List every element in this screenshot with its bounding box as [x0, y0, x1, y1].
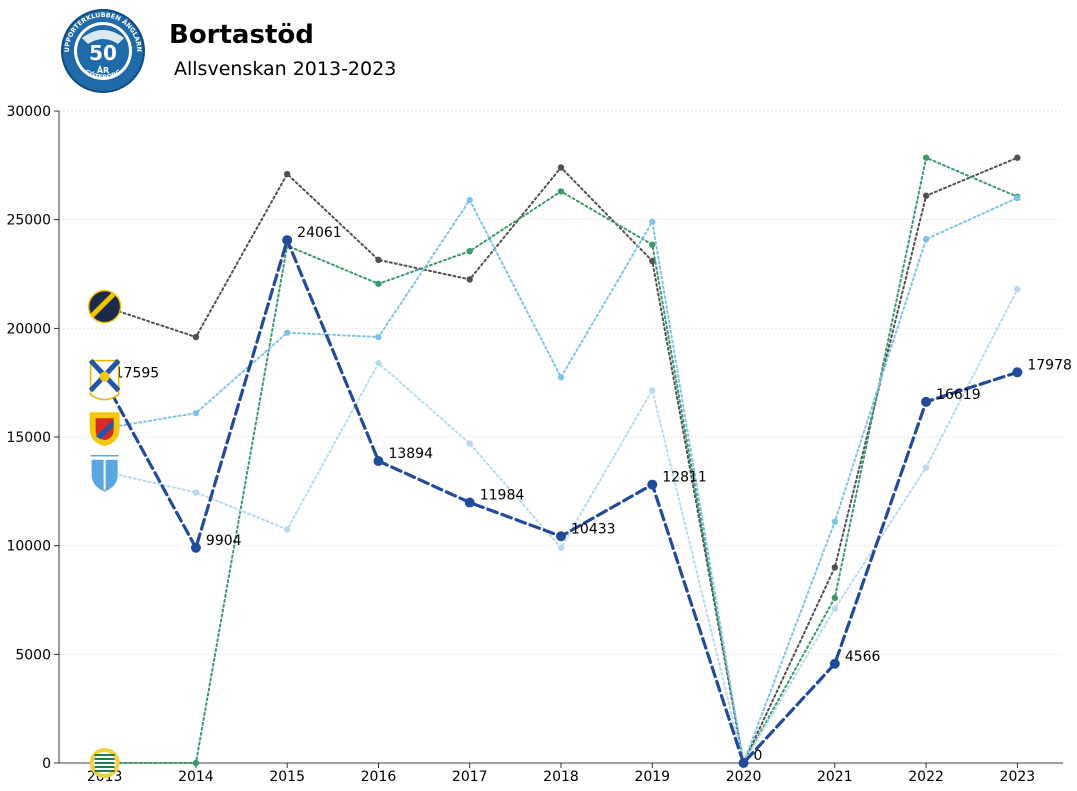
chart-title: Bortastöd: [169, 20, 314, 50]
data-point-malmo: [557, 544, 565, 552]
data-point-ifk-goteborg: [921, 396, 932, 407]
data-point-malmo: [466, 440, 473, 447]
y-tick-label: 20000: [6, 321, 51, 337]
logo-center-number: 50: [89, 41, 117, 65]
data-point-ifk-goteborg: [556, 531, 566, 542]
data-point-djurgarden: [283, 329, 291, 336]
series-line-aik: [103, 156, 1019, 767]
data-point-hammarby: [375, 280, 382, 287]
series-line-djurgarden: [103, 196, 1019, 767]
data-point-aik: [283, 170, 291, 178]
malmo-logo: [90, 455, 119, 492]
x-tick-label: 2023: [1000, 769, 1036, 785]
data-point-aik: [375, 256, 382, 264]
aik-logo: [87, 289, 122, 324]
data-point-hammarby: [466, 247, 473, 255]
data-label: 4566: [845, 649, 881, 665]
data-point-djurgarden: [557, 374, 565, 381]
data-point-ifk-goteborg: [282, 235, 293, 246]
x-tick-label: 2016: [361, 769, 397, 785]
data-point-hammarby: [922, 154, 930, 161]
y-tick-label: 30000: [6, 104, 51, 120]
y-tick-label: 15000: [6, 430, 51, 446]
y-tick-label: 5000: [15, 647, 51, 663]
supporter-club-logo: 50 ÅR SUPPORTERKLUBBEN ÄNGLARNA GÖTEBORG: [60, 8, 145, 93]
data-point-ifk-goteborg: [738, 758, 749, 768]
series-line-hammarby: [103, 156, 1019, 766]
data-point-ifk-goteborg: [829, 658, 840, 669]
djurgarden-logo-blue: [95, 420, 114, 440]
data-point-malmo: [922, 464, 930, 471]
x-tick-label: 2021: [817, 769, 853, 785]
data-point-ifk-goteborg: [647, 479, 658, 490]
x-tick-label: 2017: [452, 769, 488, 785]
data-point-malmo: [192, 489, 200, 496]
x-tick-label: 2014: [178, 769, 214, 785]
chart-subtitle: Allsvenskan 2013-2023: [174, 58, 397, 80]
data-labels-layer: 17595 9904 24061 13894 11984 10433 12811 0 4566 1…: [115, 225, 1072, 764]
x-tick-label: 2020: [726, 769, 762, 785]
data-point-ifk-goteborg: [464, 497, 475, 508]
data-label: 11984: [480, 488, 525, 504]
data-point-ifk-goteborg: [373, 456, 384, 467]
hammarby-logo: [89, 748, 120, 778]
series-line-malmo: [103, 288, 1019, 766]
data-label: 13894: [388, 446, 433, 462]
y-tick-label: 25000: [6, 213, 51, 229]
data-point-malmo: [831, 605, 839, 612]
data-point-aik: [466, 276, 473, 283]
axes: 0500010000150002000025000300002013201420…: [6, 104, 1063, 785]
x-tick-label: 2019: [634, 769, 670, 785]
data-point-hammarby: [649, 241, 656, 248]
data-label: 9904: [206, 533, 242, 549]
data-point-aik: [831, 564, 839, 571]
data-point-aik: [557, 164, 565, 171]
data-point-aik: [922, 192, 930, 199]
x-tick-label: 2022: [908, 769, 944, 785]
svg-text:GÖTEBORG: GÖTEBORG: [83, 68, 122, 81]
data-label: 12811: [662, 470, 707, 486]
data-point-djurgarden: [649, 218, 656, 226]
y-tick-label: 0: [42, 756, 51, 772]
data-point-malmo: [283, 526, 291, 533]
data-point-djurgarden: [922, 236, 930, 243]
data-point-djurgarden: [1014, 194, 1021, 202]
data-point-malmo: [649, 387, 656, 394]
data-point-malmo: [1014, 286, 1021, 293]
data-point-ifk-goteborg: [190, 542, 201, 553]
data-label: 0: [754, 748, 763, 764]
data-point-ifk-goteborg: [1012, 367, 1023, 378]
data-point-djurgarden: [466, 196, 473, 204]
data-point-djurgarden: [831, 518, 839, 525]
team-logos-layer: [87, 289, 122, 778]
series-layer: [103, 154, 1023, 768]
data-label: 24061: [297, 225, 342, 241]
ifk-goteborg-logo-lion: [99, 371, 110, 382]
data-label: 10433: [571, 521, 616, 537]
djurgarden-logo: [89, 412, 120, 447]
data-point-malmo: [375, 359, 382, 367]
data-point-hammarby: [192, 759, 200, 767]
data-label: 17595: [115, 366, 160, 382]
data-label: 16619: [936, 387, 981, 403]
logo-ring-text-bottom: GÖTEBORG: [83, 68, 122, 81]
aik-logo-ring: [87, 289, 122, 324]
aik-logo-stripe: [90, 292, 116, 318]
data-point-hammarby: [557, 188, 565, 195]
ifk-goteborg-logo: [88, 358, 121, 401]
x-tick-label: 2018: [543, 769, 579, 785]
data-point-aik: [1014, 154, 1021, 161]
y-tick-label: 10000: [6, 539, 51, 555]
data-label: 17978: [1027, 357, 1072, 373]
logo-center-word: ÅR: [97, 65, 109, 75]
chart-header: 50 ÅR SUPPORTERKLUBBEN ÄNGLARNA GÖTEBORG…: [0, 0, 1077, 100]
data-point-hammarby: [831, 594, 839, 602]
x-tick-label: 2015: [269, 769, 305, 785]
data-point-djurgarden: [375, 333, 382, 341]
data-point-djurgarden: [192, 409, 200, 417]
data-point-aik: [192, 333, 200, 341]
